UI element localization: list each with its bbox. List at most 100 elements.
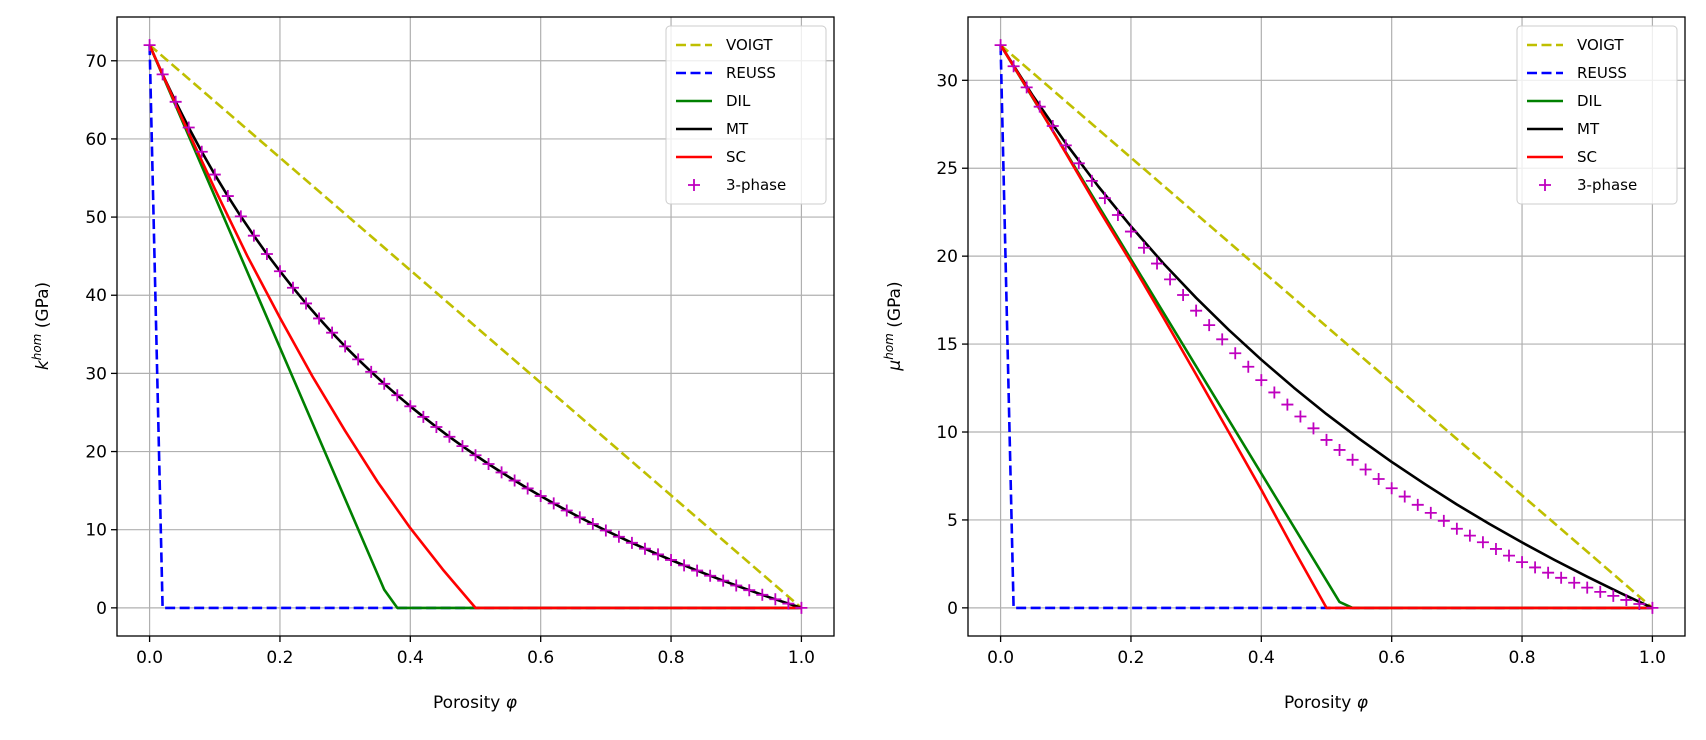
data-point (1607, 589, 1620, 602)
data-point (1333, 443, 1346, 456)
data-point (560, 504, 573, 517)
data-point (378, 377, 391, 390)
data-point (1072, 157, 1085, 170)
data-point (1111, 209, 1124, 222)
data-point (1542, 566, 1555, 579)
y-tick-label: 30 (936, 71, 958, 91)
data-point (1281, 398, 1294, 411)
data-point (625, 536, 638, 549)
data-point (1190, 304, 1203, 317)
data-point (326, 326, 339, 339)
data-point (1085, 174, 1098, 187)
data-point (652, 548, 665, 561)
legend-label: SC (726, 148, 746, 166)
data-point (1555, 571, 1568, 584)
data-point (638, 542, 651, 555)
legend-label: MT (1577, 120, 1600, 138)
data-point (1372, 472, 1385, 485)
data-point (691, 564, 704, 577)
legend: VOIGT REUSS DIL MT SC 3-phase (1516, 25, 1678, 205)
legend-label: DIL (1577, 92, 1602, 110)
legend-label: 3-phase (1577, 176, 1637, 194)
data-point (208, 168, 221, 181)
series-voigt (999, 44, 1654, 609)
data-point (430, 421, 443, 434)
y-tick-label: 20 (85, 443, 107, 463)
data-point (1177, 289, 1190, 302)
data-point (1359, 463, 1372, 476)
data-point (1620, 593, 1633, 606)
data-point (313, 312, 326, 325)
axes-frame (116, 16, 835, 637)
data-point (1164, 273, 1177, 286)
data-point (495, 466, 508, 479)
series-sc (999, 44, 1653, 610)
data-point (769, 593, 782, 606)
data-point (678, 559, 691, 572)
legend-label: VOIGT (726, 36, 773, 54)
data-point (482, 457, 495, 470)
x-tick-label: 0.4 (397, 648, 424, 668)
legend-label: REUSS (726, 64, 776, 82)
legend-entry-sc: SC (1527, 148, 1597, 166)
data-point (1216, 333, 1229, 346)
data-point (443, 430, 456, 443)
data-point (1307, 422, 1320, 435)
data-point (717, 574, 730, 587)
y-tick-label: 70 (85, 52, 107, 72)
data-point (1098, 192, 1111, 205)
x-tick-label: 0.0 (136, 648, 163, 668)
axes-frame (967, 16, 1686, 637)
data-point (534, 490, 547, 503)
x-tick-label: 0.0 (987, 648, 1014, 668)
data-point (1398, 490, 1411, 503)
data-point (1516, 556, 1529, 569)
series-sc (148, 44, 802, 610)
x-tick-label: 0.8 (1509, 648, 1536, 668)
x-tick-label: 1.0 (1639, 648, 1666, 668)
data-point (404, 400, 417, 413)
x-tick-label: 0.6 (527, 648, 554, 668)
shear-modulus-chart: Porosity φ μhom (GPa) 0.0 0.2 0.4 0.6 0.8 1.0… (882, 16, 1686, 713)
plot-area (143, 39, 808, 614)
legend-entry-voigt: VOIGT (676, 36, 773, 54)
legend-entry-mt: MT (676, 120, 749, 138)
data-point (743, 584, 756, 597)
data-point (573, 511, 586, 524)
data-point (547, 497, 560, 510)
data-point (599, 524, 612, 537)
data-point (1255, 374, 1268, 387)
x-tick-label: 0.4 (1248, 648, 1275, 668)
data-point (994, 39, 1007, 52)
data-point (730, 579, 743, 592)
x-tick-label: 0.2 (266, 648, 293, 668)
legend-box (1516, 25, 1678, 205)
data-point (1568, 576, 1581, 589)
x-axis-label: Porosity φ (433, 693, 518, 713)
legend-label: REUSS (1577, 64, 1627, 82)
legend-marker (1539, 179, 1551, 191)
data-point (1242, 360, 1255, 373)
data-point (1450, 522, 1463, 535)
data-point (1411, 498, 1424, 511)
data-point (1476, 536, 1489, 549)
data-point (169, 95, 182, 108)
data-point (1346, 453, 1359, 466)
y-tick-label: 40 (85, 286, 107, 306)
y-tick-label: 50 (85, 208, 107, 228)
y-tick-label: 0 (947, 599, 958, 619)
bulk-modulus-chart: Porosity φ khom (GPa) 0.0 0.2 0.4 0.6 0.8 1.0… (30, 16, 835, 713)
data-point (286, 281, 299, 294)
data-point (182, 121, 195, 134)
legend-label: DIL (726, 92, 751, 110)
y-axis-label: khom (GPa) (30, 282, 53, 370)
x-tick-label: 0.6 (1378, 648, 1405, 668)
data-point (234, 210, 247, 223)
x-axis-label: Porosity φ (1284, 693, 1369, 713)
series-3-phase (143, 39, 808, 614)
legend-entry-reuss: REUSS (676, 64, 776, 82)
data-point (1124, 225, 1137, 238)
data-point (1020, 81, 1033, 94)
data-point (1633, 597, 1646, 610)
y-axis-label: μhom (GPa) (882, 281, 905, 371)
